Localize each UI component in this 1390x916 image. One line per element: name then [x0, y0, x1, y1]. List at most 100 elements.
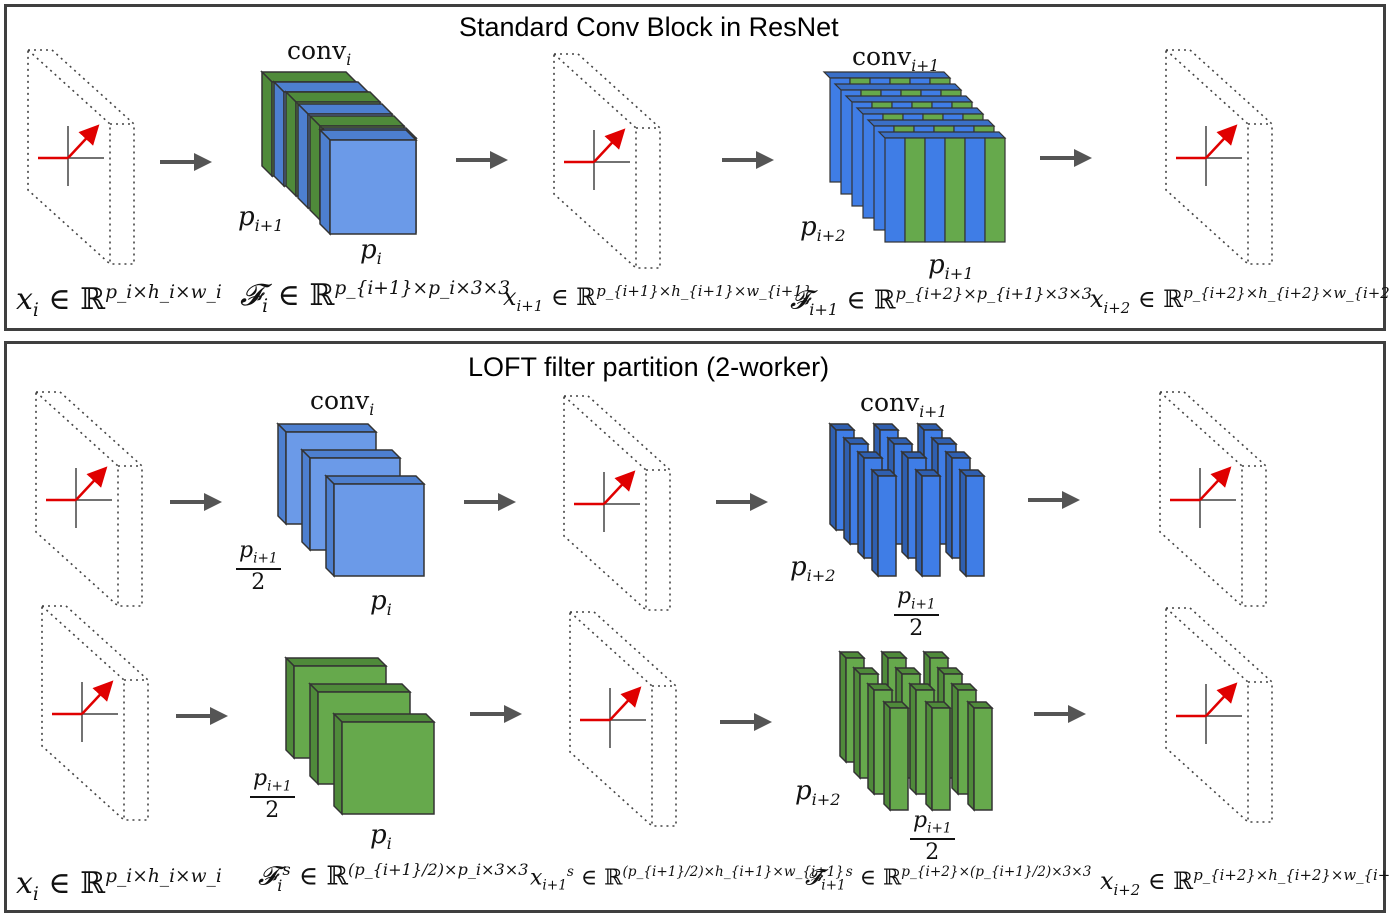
- depth-label-green-conv-i1: pi+2: [795, 776, 841, 810]
- filter-face: [333, 483, 425, 577]
- axis-red-arrow-icon: [1205, 124, 1238, 159]
- filter-top: [284, 91, 382, 103]
- dotted-slab-icon: [35, 391, 119, 608]
- filter-side: [309, 682, 319, 786]
- right-arrow-head: [756, 151, 774, 169]
- filter-face: [329, 139, 417, 235]
- axis-red-arrow-icon: [75, 466, 108, 501]
- right-arrow-head: [194, 153, 212, 171]
- filter-stripe: [984, 137, 1006, 243]
- formula-x-i2-top: xi+2 ∈ ℝp_{i+2}×h_{i+2}×w_{i+2}: [1090, 284, 1390, 317]
- right-arrow-head: [498, 493, 516, 511]
- filter-side: [297, 102, 309, 210]
- side-label-conv-i1: pi+1: [928, 250, 974, 284]
- filter-side: [901, 450, 909, 560]
- right-arrow-head: [1074, 149, 1092, 167]
- filter-top: [272, 81, 370, 93]
- filter-top: [308, 115, 406, 127]
- filter-side: [967, 700, 975, 812]
- filter-stripe: [884, 137, 906, 243]
- filter-face: [973, 707, 993, 811]
- filter-side: [909, 682, 917, 796]
- formula-F-i1-top: 𝓕i+1 ∈ ℝp_{i+2}×p_{i+1}×3×3: [790, 284, 1093, 319]
- conv-i1-label-top: convi+1: [852, 42, 940, 75]
- filter-top: [833, 83, 963, 91]
- right-arrow-head: [490, 151, 508, 169]
- formula-x-i-bottom: xi ∈ ℝp_i×h_i×w_i: [16, 866, 222, 905]
- filter-side: [273, 80, 285, 188]
- right-arrow-head: [754, 713, 772, 731]
- filter-side: [857, 450, 865, 560]
- conv-i-label-bottom: convi: [310, 386, 375, 419]
- filter-top: [332, 713, 436, 723]
- filter-top: [324, 475, 426, 485]
- side-label-green-conv-i: pi: [370, 820, 392, 854]
- frac-side-blue-conv-i1: pi+1 2: [894, 586, 939, 640]
- depth-label-conv-i1: pi+2: [800, 212, 846, 246]
- formula-x-i2-bottom: xi+2 ∈ ℝp_{i+2}×h_{i+2}×w_{i+2}: [1100, 866, 1390, 899]
- dotted-slab-icon: [1159, 391, 1243, 608]
- filter-face: [341, 721, 435, 815]
- conv-i1-label-bottom: convi+1: [860, 388, 948, 421]
- filter-side: [829, 422, 837, 532]
- filter-side: [301, 448, 311, 552]
- filter-stripe: [904, 137, 926, 243]
- filter-side: [843, 436, 851, 546]
- filter-top: [276, 423, 378, 433]
- filter-face: [889, 707, 909, 811]
- filter-side: [309, 114, 321, 222]
- filter-top: [300, 449, 402, 459]
- filter-top: [308, 683, 412, 693]
- filter-face: [965, 475, 985, 577]
- frac-depth-green-conv-i: pi+1 2: [250, 768, 295, 822]
- dotted-slab-icon: [553, 53, 637, 270]
- filter-side: [951, 682, 959, 796]
- filter-side: [915, 468, 923, 578]
- axis-red-arrow-icon: [1199, 466, 1232, 501]
- filter-side: [871, 468, 879, 578]
- depth-label-conv-i: pi+1: [238, 202, 284, 236]
- filter-top: [855, 107, 985, 115]
- conv-i-label-top: convi: [287, 36, 352, 69]
- axis-red-arrow-icon: [593, 128, 626, 163]
- filter-side: [925, 700, 933, 812]
- filter-side: [867, 682, 875, 796]
- filter-face: [877, 475, 897, 577]
- filter-side: [261, 70, 273, 178]
- filter-stripe: [924, 137, 946, 243]
- filter-side: [319, 128, 331, 236]
- filter-top: [284, 657, 388, 667]
- filter-side: [853, 666, 861, 780]
- filter-side: [325, 474, 335, 578]
- formula-F-s-i1-bottom: 𝓕i+1s ∈ ℝp_{i+2}×(p_{i+1}/2)×3×3: [805, 864, 1092, 894]
- right-arrow-head: [504, 705, 522, 723]
- filter-top: [866, 119, 996, 127]
- side-label-conv-i: pi: [360, 235, 382, 269]
- side-label-blue-conv-i: pi: [370, 586, 392, 620]
- depth-label-blue-conv-i1: pi+2: [790, 552, 836, 586]
- dotted-slab-icon: [1165, 607, 1249, 824]
- dotted-slab-icon: [27, 49, 111, 266]
- bottom-panel: [4, 341, 1386, 913]
- right-arrow-head: [750, 493, 768, 511]
- right-arrow-head: [1062, 491, 1080, 509]
- formula-F-i-top: 𝓕i ∈ ℝp_{i+1}×p_i×3×3: [240, 278, 511, 317]
- right-arrow-head: [210, 707, 228, 725]
- axis-red-arrow-icon: [67, 124, 100, 159]
- filter-top: [260, 71, 358, 83]
- filter-top: [296, 103, 394, 115]
- formula-x-i1-top: xi+1 ∈ ℝp_{i+1}×h_{i+1}×w_{i+1}: [503, 282, 813, 315]
- filter-side: [959, 468, 967, 578]
- dotted-slab-icon: [1165, 49, 1249, 266]
- filter-stripe: [944, 137, 966, 243]
- axis-red-arrow-icon: [603, 470, 636, 505]
- right-arrow-head: [1068, 705, 1086, 723]
- filter-top: [877, 131, 1007, 139]
- dotted-slab-icon: [563, 395, 647, 612]
- right-arrow-head: [204, 493, 222, 511]
- dotted-slab-icon: [569, 611, 653, 828]
- bottom-panel-title: LOFT filter partition (2-worker): [468, 352, 830, 382]
- formula-F-s-i-bottom: 𝓕is ∈ ℝ(p_{i+1}/2)×p_i×3×3: [258, 860, 529, 895]
- frac-side-green-conv-i1: pi+1 2: [910, 810, 955, 864]
